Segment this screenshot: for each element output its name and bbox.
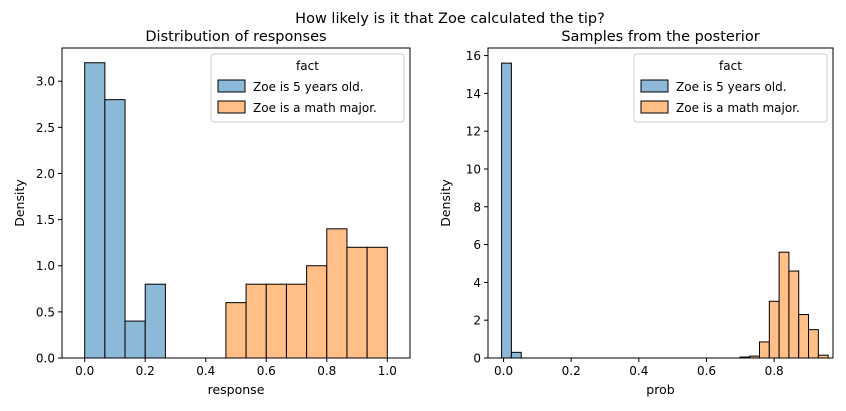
- y-axis-label: Density: [438, 179, 453, 227]
- y-tick-label: 8: [473, 200, 481, 214]
- x-axis-label: prob: [646, 382, 674, 397]
- histogram-bar-series-1-bin-7: [366, 246, 388, 359]
- legend: fact Zoe is 5 years old. Zoe is a math maj…: [633, 53, 828, 123]
- histogram-bar-series-0-bin-0: [84, 62, 106, 359]
- legend-entry: Zoe is a math major.: [676, 101, 800, 115]
- histogram-bar-series-1-bin-2: [265, 283, 287, 359]
- y-tick-label: 2.0: [36, 167, 55, 181]
- figure-suptitle: How likely is it that Zoe calculated the…: [295, 11, 605, 27]
- histogram-bar-series-1-bin-3: [768, 300, 780, 359]
- x-tick-label: 0.6: [257, 364, 276, 378]
- histogram-bar-series-0-bin-1: [104, 99, 126, 359]
- legend-title: fact: [296, 59, 319, 73]
- y-tick-label: 2.5: [36, 121, 55, 135]
- legend-swatch: [640, 100, 669, 114]
- y-tick-label: 16: [466, 49, 481, 63]
- histogram-bar-series-1-bin-5: [326, 228, 348, 359]
- x-tick-label: 0.2: [562, 364, 581, 378]
- histogram-bar-series-0-bin-1: [510, 351, 522, 359]
- histogram-bar-series-1-bin-7: [808, 329, 819, 359]
- x-tick-label: 0.2: [136, 364, 155, 378]
- legend-box: [210, 53, 405, 123]
- x-tick-label: 0.6: [697, 364, 716, 378]
- histogram-bar-series-1-bin-0: [225, 302, 247, 359]
- y-tick-label: 4: [473, 276, 481, 290]
- x-tick-label: 1.0: [378, 364, 397, 378]
- x-tick-label: 0.0: [75, 364, 94, 378]
- chart-posterior-samples: Samples from the posterior 0.0 0.2 0.4 0.6 0.…: [438, 29, 834, 397]
- histogram-bar-series-1-bin-6: [346, 246, 368, 359]
- histogram-bar-series-0-bin-3: [144, 283, 166, 359]
- y-tick-label: 12: [466, 125, 481, 139]
- histogram-bar-series-1-bin-4: [306, 265, 328, 359]
- histogram-bar-series-1-bin-4: [778, 251, 790, 359]
- histogram-bar-series-1-bin-1: [245, 283, 267, 359]
- legend-swatch: [217, 100, 246, 114]
- histogram-bar-series-1-bin-6: [798, 314, 810, 359]
- histogram-bar-series-1-bin-5: [788, 270, 800, 359]
- histogram-bar-series-1-bin-2: [759, 341, 770, 359]
- legend-entry: Zoe is a math major.: [253, 101, 377, 115]
- y-tick-label: 3.0: [36, 75, 55, 89]
- chart-title: Samples from the posterior: [561, 29, 759, 45]
- axes-frame: [487, 47, 834, 359]
- y-tick-label: 0.5: [36, 305, 55, 319]
- y-tick-label: 0.0: [36, 352, 55, 366]
- histogram-bar-series-0-bin-0: [501, 62, 512, 359]
- y-tick-label: 2: [473, 314, 481, 328]
- legend-entry: Zoe is 5 years old.: [253, 80, 364, 94]
- histogram-bar-series-0-bin-2: [124, 320, 146, 359]
- x-axis-label: response: [208, 382, 265, 397]
- chart-response-distribution: Distribution of responses 0.0 0.2 0.4 0.6 0.8…: [12, 29, 411, 397]
- histogram-bar-series-1-bin-3: [285, 283, 308, 359]
- y-tick-label: 14: [466, 87, 481, 101]
- y-tick-label: 10: [466, 162, 481, 176]
- y-tick-label: 1.5: [36, 213, 55, 227]
- legend-box: [633, 53, 828, 123]
- legend-swatch: [217, 79, 246, 93]
- x-tick-label: 0.8: [765, 364, 784, 378]
- x-tick-label: 0.4: [629, 364, 648, 378]
- y-tick-label: 1.0: [36, 259, 55, 273]
- y-tick-label: 6: [473, 238, 481, 252]
- y-tick-label: 0: [473, 352, 481, 366]
- legend-swatch: [640, 79, 669, 93]
- legend-title: fact: [719, 59, 742, 73]
- chart-title: Distribution of responses: [145, 29, 326, 45]
- x-tick-label: 0.8: [317, 364, 336, 378]
- y-axis-label: Density: [12, 179, 27, 227]
- legend: fact Zoe is 5 years old. Zoe is a math maj…: [210, 53, 405, 123]
- axes-frame: [61, 47, 411, 359]
- legend-entry: Zoe is 5 years old.: [676, 80, 787, 94]
- x-tick-label: 0.4: [196, 364, 215, 378]
- x-tick-label: 0.0: [494, 364, 513, 378]
